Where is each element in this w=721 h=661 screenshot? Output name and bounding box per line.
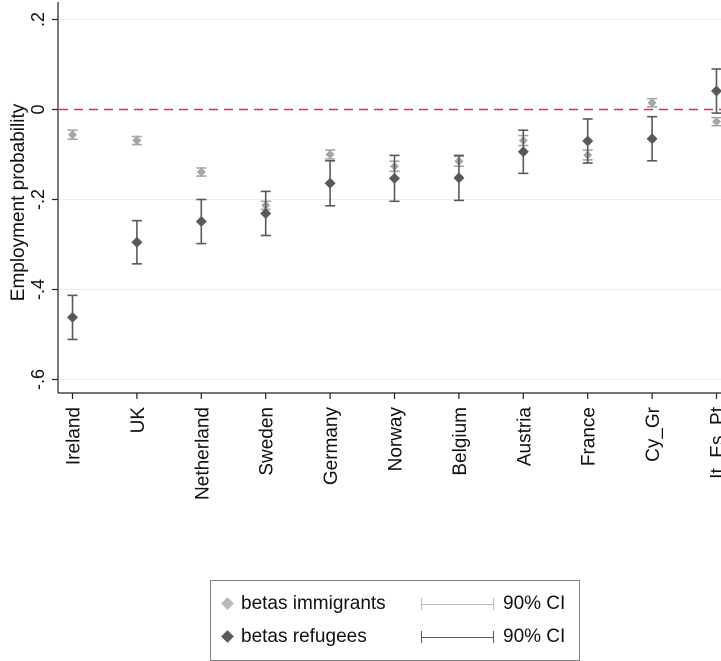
gridlines bbox=[59, 20, 721, 380]
immigrant-marker-icon bbox=[221, 597, 234, 610]
refugee-point bbox=[325, 178, 336, 189]
x-tick-label: Sweden bbox=[257, 407, 278, 476]
refugee-point bbox=[196, 216, 207, 227]
immigrant-point bbox=[197, 168, 206, 177]
ci-line-icon bbox=[421, 637, 493, 638]
x-tick-label: Belgium bbox=[450, 407, 471, 476]
x-tick-label: Ireland bbox=[64, 407, 85, 465]
legend-label-refugees: betas refugees bbox=[241, 626, 367, 648]
ci-cap-icon bbox=[493, 631, 494, 643]
x-tick-label: Norway bbox=[386, 407, 407, 472]
immigrant-point bbox=[712, 117, 721, 126]
axes bbox=[52, 2, 721, 399]
refugee-point bbox=[518, 146, 529, 157]
refugee-point bbox=[67, 312, 78, 323]
immigrant-point bbox=[132, 136, 141, 145]
y-axis-title: Employment probability bbox=[8, 103, 29, 301]
refugee-point bbox=[647, 133, 658, 144]
x-tick-label: It_Es_Pt bbox=[708, 406, 721, 479]
refugee-point bbox=[711, 86, 721, 97]
x-tick-label: Cy_Gr bbox=[643, 406, 664, 462]
refugee-point bbox=[389, 173, 400, 184]
y-tick-label: .2 bbox=[28, 12, 48, 27]
y-tick-label: 0 bbox=[28, 104, 48, 114]
ci-line-icon bbox=[421, 604, 493, 605]
y-tick-label: -.2 bbox=[28, 189, 48, 210]
x-tick-label: Netherland bbox=[192, 407, 213, 500]
refugee-point bbox=[131, 237, 142, 248]
x-tick-label: UK bbox=[128, 407, 149, 434]
x-tick-label: Austria bbox=[514, 407, 535, 467]
immigrant-point bbox=[648, 98, 657, 107]
legend-ci-label-refugees: 90% CI bbox=[503, 626, 565, 648]
chart-area: .2 0 -.2 -.4 -.6 Employment probability Irelan… bbox=[0, 0, 721, 630]
legend-ci-label-immigrants: 90% CI bbox=[503, 593, 565, 615]
axis-labels: .2 0 -.2 -.4 -.6 Employment probability Irelan… bbox=[8, 12, 721, 500]
refugee-marker-icon bbox=[221, 630, 234, 643]
legend-label-immigrants: betas immigrants bbox=[241, 593, 386, 615]
y-tick-label: -.6 bbox=[28, 369, 48, 390]
immigrant-point bbox=[68, 130, 77, 139]
x-tick-label: France bbox=[579, 407, 600, 466]
refugee-point bbox=[453, 172, 464, 183]
refugee-point bbox=[582, 136, 593, 147]
legend: betas immigrants 90% CI betas refugees 9… bbox=[210, 580, 580, 661]
x-tick-label: Germany bbox=[321, 407, 342, 486]
y-tick-label: -.4 bbox=[28, 279, 48, 300]
immigrant-point bbox=[326, 150, 335, 159]
ci-cap-icon bbox=[493, 598, 494, 610]
